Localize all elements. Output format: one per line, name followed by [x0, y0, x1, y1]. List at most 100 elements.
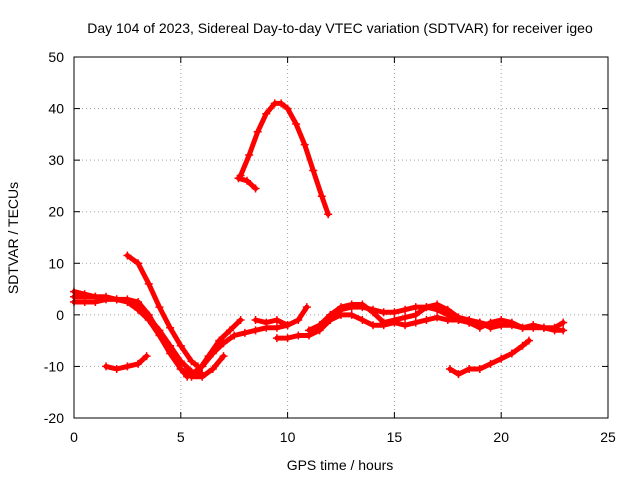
data-point: [283, 334, 292, 343]
data-point: [529, 321, 538, 330]
series-arc-hump: [236, 99, 333, 219]
data-point: [112, 365, 121, 374]
y-axis-title: SDTVAR / TECUs: [5, 182, 21, 294]
series-line: [71, 294, 205, 377]
data-point: [134, 359, 143, 368]
x-tick-label: 15: [387, 429, 403, 445]
data-point: [198, 362, 207, 371]
data-point: [369, 321, 378, 330]
data-point: [198, 370, 207, 379]
data-point: [166, 341, 175, 350]
chart-title: Day 104 of 2023, Sidereal Day-to-day VTE…: [87, 20, 593, 36]
data-point: [272, 323, 281, 332]
data-point: [379, 308, 388, 317]
data-point: [300, 140, 309, 149]
data-point: [243, 176, 252, 185]
data-point: [445, 365, 454, 374]
data-point: [443, 305, 452, 314]
data-point: [433, 313, 442, 322]
series-line: [238, 100, 331, 217]
data-point: [411, 318, 420, 327]
data-point: [559, 326, 568, 335]
data-point: [559, 318, 568, 327]
data-point: [422, 316, 431, 325]
data-point: [251, 326, 260, 335]
series-arc-8: [251, 316, 292, 330]
data-point: [225, 326, 234, 335]
data-point: [187, 370, 196, 379]
data-point: [144, 313, 153, 322]
series-arc-hump-start: [234, 174, 260, 193]
data-point: [272, 316, 281, 325]
x-axis-title: GPS time / hours: [287, 457, 394, 473]
data-point: [454, 316, 463, 325]
y-tick-label: -20: [44, 410, 64, 426]
data-point: [187, 357, 196, 366]
plot-frame: [73, 56, 609, 419]
data-point: [518, 341, 527, 350]
data-point: [277, 99, 286, 108]
x-tick-label: 5: [177, 429, 185, 445]
ticks: [73, 56, 609, 419]
data-point: [337, 310, 345, 319]
y-tick-label: 10: [48, 255, 64, 271]
y-tick-labels: -20 -10 0 10 20 30 40 50: [44, 49, 64, 426]
data-point: [236, 316, 245, 325]
data-point: [134, 259, 143, 268]
data-point: [401, 305, 410, 314]
data-point: [208, 365, 217, 374]
data-point: [433, 300, 442, 309]
data-point: [324, 210, 333, 219]
data-point: [518, 323, 527, 332]
data-point: [208, 349, 217, 358]
series-arc-11: [326, 310, 568, 332]
data-point: [91, 292, 100, 301]
data-point: [347, 310, 356, 319]
data-point: [422, 303, 431, 312]
series-line: [253, 317, 291, 328]
data-point: [337, 303, 345, 312]
data-point: [240, 328, 249, 337]
data-point: [215, 336, 224, 345]
data-point: [390, 308, 399, 317]
data-point: [401, 313, 410, 322]
data-point: [443, 316, 452, 325]
data-point: [219, 339, 228, 348]
y-tick-label: 20: [48, 204, 64, 220]
data-point: [358, 300, 367, 309]
data-point: [550, 323, 559, 332]
series-layer: [70, 99, 568, 381]
data-point: [497, 354, 506, 363]
data-point: [369, 308, 378, 317]
data-point: [454, 370, 463, 379]
data-point: [358, 316, 367, 325]
data-point: [230, 331, 239, 340]
data-point: [465, 318, 474, 327]
data-point: [302, 303, 311, 312]
x-tick-label: 10: [280, 429, 296, 445]
data-point: [507, 318, 516, 327]
data-point: [176, 357, 185, 366]
data-point: [524, 336, 533, 345]
data-point: [245, 150, 254, 159]
series-line: [124, 253, 201, 369]
data-point: [253, 127, 262, 136]
data-point: [497, 316, 506, 325]
data-point: [166, 323, 175, 332]
data-point: [304, 326, 313, 335]
data-point: [272, 334, 281, 343]
y-tick-label: 50: [48, 49, 64, 65]
data-point: [401, 321, 410, 330]
data-point: [102, 362, 111, 371]
data-point: [155, 303, 164, 312]
data-point: [539, 323, 548, 332]
y-tick-label: 0: [56, 307, 64, 323]
data-point: [326, 316, 335, 325]
data-point: [475, 365, 484, 374]
data-point: [317, 192, 326, 201]
data-point: [486, 318, 495, 327]
x-tick-labels: 0 5 10 15 20 25: [70, 429, 616, 445]
x-tick-label: 25: [600, 429, 616, 445]
data-point: [219, 352, 228, 361]
